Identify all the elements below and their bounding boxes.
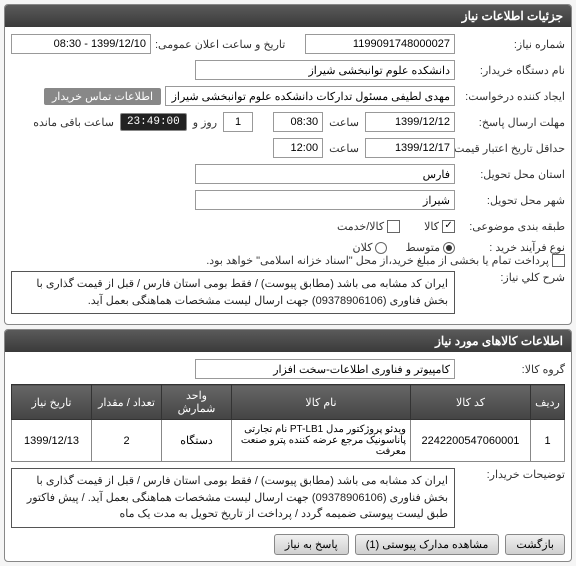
- buyer-notes-text: ایران کد مشابه می باشد (مطابق پیوست) / ف…: [11, 468, 455, 528]
- col-qty: تعداد / مقدار: [92, 385, 162, 420]
- cell-qty: 2: [92, 420, 162, 462]
- col-unit: واحد شمارش: [162, 385, 232, 420]
- timer-display: 23:49:00: [120, 113, 187, 131]
- panel1-header: جزئیات اطلاعات نیاز: [5, 5, 571, 27]
- need-no-label: شماره نیاز:: [455, 38, 565, 51]
- days-input[interactable]: [223, 112, 253, 132]
- reply-time-input[interactable]: [273, 112, 323, 132]
- budget-goods-check[interactable]: ✓ کالا: [420, 220, 455, 233]
- radio-large-icon: [375, 242, 387, 254]
- delivery-city-input[interactable]: [195, 190, 455, 210]
- panel2-header: اطلاعات کالاهای مورد نیاز: [5, 330, 571, 352]
- price-valid-time-input[interactable]: [273, 138, 323, 158]
- cell-name: ویدئو پروژکتور مدل PT-LB1 نام تجارتی پان…: [232, 420, 411, 462]
- goods-table: ردیف کد کالا نام کالا واحد شمارش تعداد /…: [11, 384, 565, 462]
- process-note-check[interactable]: پرداخت تمام یا بخشی از مبلغ خرید،از محل …: [206, 254, 565, 267]
- announce-input[interactable]: [11, 34, 151, 54]
- creator-input[interactable]: [165, 86, 455, 106]
- contact-pill[interactable]: اطلاعات تماس خریدار: [44, 88, 161, 105]
- col-date: تاریخ نیاز: [12, 385, 92, 420]
- reply-date-input[interactable]: [365, 112, 455, 132]
- delivery-city-label: شهر محل تحویل:: [455, 194, 565, 207]
- delivery-province-label: استان محل تحویل:: [455, 168, 565, 181]
- need-details-panel: جزئیات اطلاعات نیاز شماره نیاز: تاریخ و …: [4, 4, 572, 325]
- table-row[interactable]: 1 2242200547060001 ویدئو پروژکتور مدل PT…: [12, 420, 565, 462]
- buyer-org-label: نام دستگاه خریدار:: [455, 64, 565, 77]
- process-label: نوع فرآیند خرید :: [455, 241, 565, 254]
- col-code: کد کالا: [411, 385, 531, 420]
- remaining-label: ساعت باقی مانده: [29, 116, 120, 129]
- process-large-radio[interactable]: کلان: [349, 241, 388, 254]
- group-input[interactable]: [195, 359, 455, 379]
- delivery-province-input[interactable]: [195, 164, 455, 184]
- time-label-2: ساعت: [323, 142, 365, 155]
- process-note-text: پرداخت تمام یا بخشی از مبلغ خرید،از محل …: [206, 254, 549, 267]
- reply-deadline-label: مهلت ارسال پاسخ:: [455, 116, 565, 129]
- budget-service-label: کالا/خدمت: [333, 220, 384, 233]
- goods-panel: اطلاعات کالاهای مورد نیاز گروه کالا: ردی…: [4, 329, 572, 562]
- panel2-body: گروه کالا: ردیف کد کالا نام کالا واحد شم…: [5, 352, 571, 561]
- cell-row: 1: [531, 420, 565, 462]
- checkbox-service-icon: [387, 220, 400, 233]
- buyer-notes-label: توضیحات خریدار:: [455, 468, 565, 481]
- subject-label: شرح کلي نیاز:: [455, 271, 565, 284]
- price-valid-date-input[interactable]: [365, 138, 455, 158]
- button-row: بازگشت مشاهده مدارک پیوستی (1) پاسخ به ن…: [11, 534, 565, 555]
- price-valid-label: حداقل تاریخ اعتبار قیمت: تا تاریخ:: [455, 142, 565, 155]
- buyer-org-input[interactable]: [195, 60, 455, 80]
- subject-text: ایران کد مشابه می باشد (مطابق پیوست) / ف…: [11, 271, 455, 314]
- budget-goods-label: کالا: [420, 220, 439, 233]
- group-label: گروه کالا:: [455, 363, 565, 376]
- panel1-body: شماره نیاز: تاریخ و ساعت اعلان عمومی: نا…: [5, 27, 571, 324]
- col-name: نام کالا: [232, 385, 411, 420]
- table-header-row: ردیف کد کالا نام کالا واحد شمارش تعداد /…: [12, 385, 565, 420]
- view-attachments-button[interactable]: مشاهده مدارک پیوستی (1): [355, 534, 500, 555]
- cell-code: 2242200547060001: [411, 420, 531, 462]
- need-no-input[interactable]: [305, 34, 455, 54]
- col-row: ردیف: [531, 385, 565, 420]
- time-label-1: ساعت: [323, 116, 365, 129]
- process-small-label: متوسط: [401, 241, 440, 254]
- days-label: روز و: [187, 116, 223, 129]
- announce-label: تاریخ و ساعت اعلان عمومی:: [151, 38, 285, 51]
- checkbox-goods-icon: ✓: [442, 220, 455, 233]
- budget-label: طبقه بندی موضوعی:: [455, 220, 565, 233]
- creator-label: ایجاد کننده درخواست:: [455, 90, 565, 103]
- cell-unit: دستگاه: [162, 420, 232, 462]
- radio-small-icon: [443, 242, 455, 254]
- process-large-label: کلان: [349, 241, 373, 254]
- checkbox-note-icon: [552, 254, 565, 267]
- reply-button[interactable]: پاسخ به نیاز: [274, 534, 349, 555]
- cell-date: 1399/12/13: [12, 420, 92, 462]
- process-small-radio[interactable]: متوسط: [401, 241, 455, 254]
- back-button[interactable]: بازگشت: [505, 534, 565, 555]
- budget-service-check[interactable]: کالا/خدمت: [333, 220, 400, 233]
